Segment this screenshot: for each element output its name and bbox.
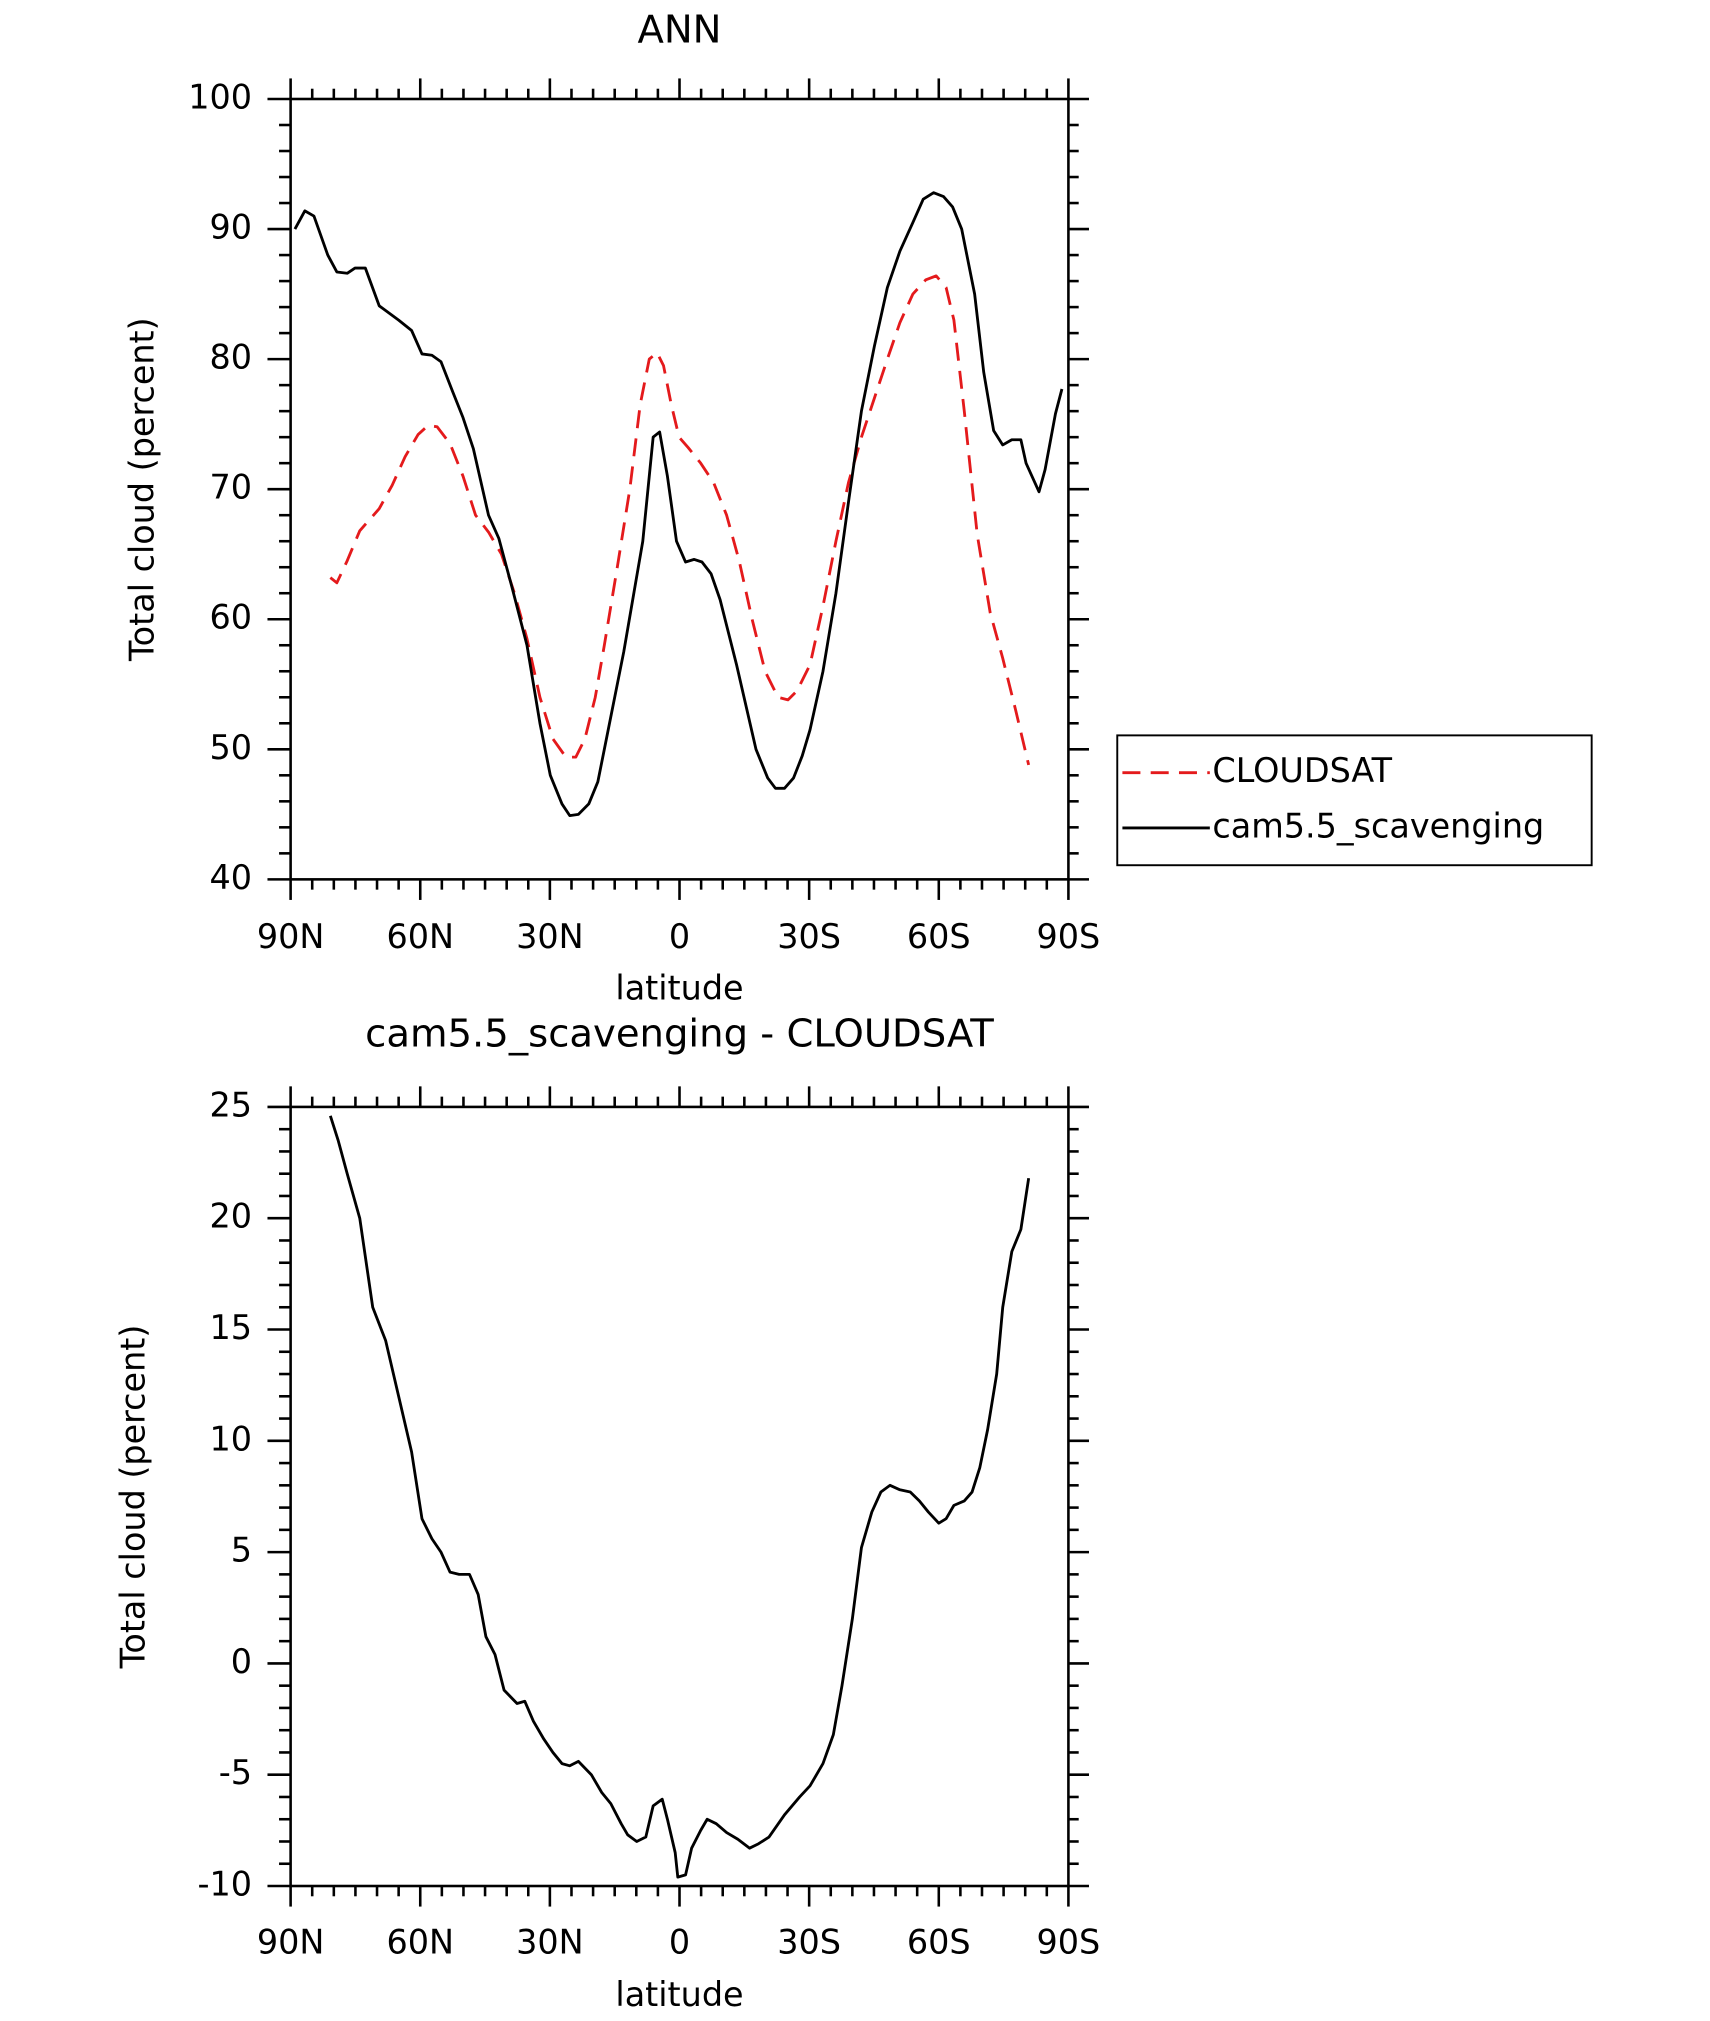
y-tick-label: -5 <box>219 1753 252 1792</box>
y-tick-label: 90 <box>210 208 253 247</box>
y-axis-label: Total cloud (percent) <box>123 317 162 662</box>
y-tick-label: 0 <box>231 1642 252 1681</box>
y-tick-label: 10 <box>210 1419 253 1458</box>
y-tick-label: 20 <box>210 1197 253 1236</box>
y-tick-label: 5 <box>231 1531 252 1570</box>
x-tick-label: 30S <box>777 917 841 956</box>
x-tick-label: 0 <box>669 917 690 956</box>
x-tick-label: 60N <box>386 917 454 956</box>
x-tick-label: 30S <box>777 1922 841 1961</box>
legend-label: cam5.5_scavenging <box>1212 806 1544 845</box>
y-tick-label: 40 <box>210 858 253 897</box>
y-tick-label: 100 <box>188 77 252 116</box>
x-axis-label: latitude <box>615 1975 743 2014</box>
data-line <box>329 1115 1031 1879</box>
legend-label: CLOUDSAT <box>1212 751 1392 790</box>
plot-frame <box>289 97 1070 881</box>
chart-title: cam5.5_scavenging - CLOUDSAT <box>365 1012 994 1057</box>
x-tick-label: 90S <box>1037 917 1101 956</box>
y-tick-label: -10 <box>197 1865 252 1904</box>
x-tick-label: 30N <box>516 1922 584 1961</box>
data-line <box>329 274 1031 766</box>
x-tick-label: 60S <box>907 917 971 956</box>
x-tick-label: 30N <box>516 917 584 956</box>
x-tick-label: 60S <box>907 1922 971 1961</box>
y-tick-label: 15 <box>210 1308 253 1347</box>
y-tick-label: 80 <box>210 338 253 377</box>
x-tick-label: 0 <box>669 1922 690 1961</box>
x-tick-label: 60N <box>386 1922 454 1961</box>
data-line <box>293 191 1064 818</box>
x-tick-label: 90S <box>1037 1922 1101 1961</box>
y-tick-label: 25 <box>210 1085 253 1124</box>
legend-box <box>1116 734 1593 867</box>
y-tick-label: 60 <box>210 598 253 637</box>
y-tick-label: 50 <box>210 728 253 767</box>
y-tick-label: 70 <box>210 468 253 507</box>
plot-frame <box>289 1105 1070 1888</box>
x-tick-label: 90N <box>257 1922 325 1961</box>
chart-title: ANN <box>637 8 721 53</box>
x-tick-label: 90N <box>257 917 325 956</box>
x-axis-label: latitude <box>615 968 743 1007</box>
y-axis-label: Total cloud (percent) <box>114 1325 153 1670</box>
